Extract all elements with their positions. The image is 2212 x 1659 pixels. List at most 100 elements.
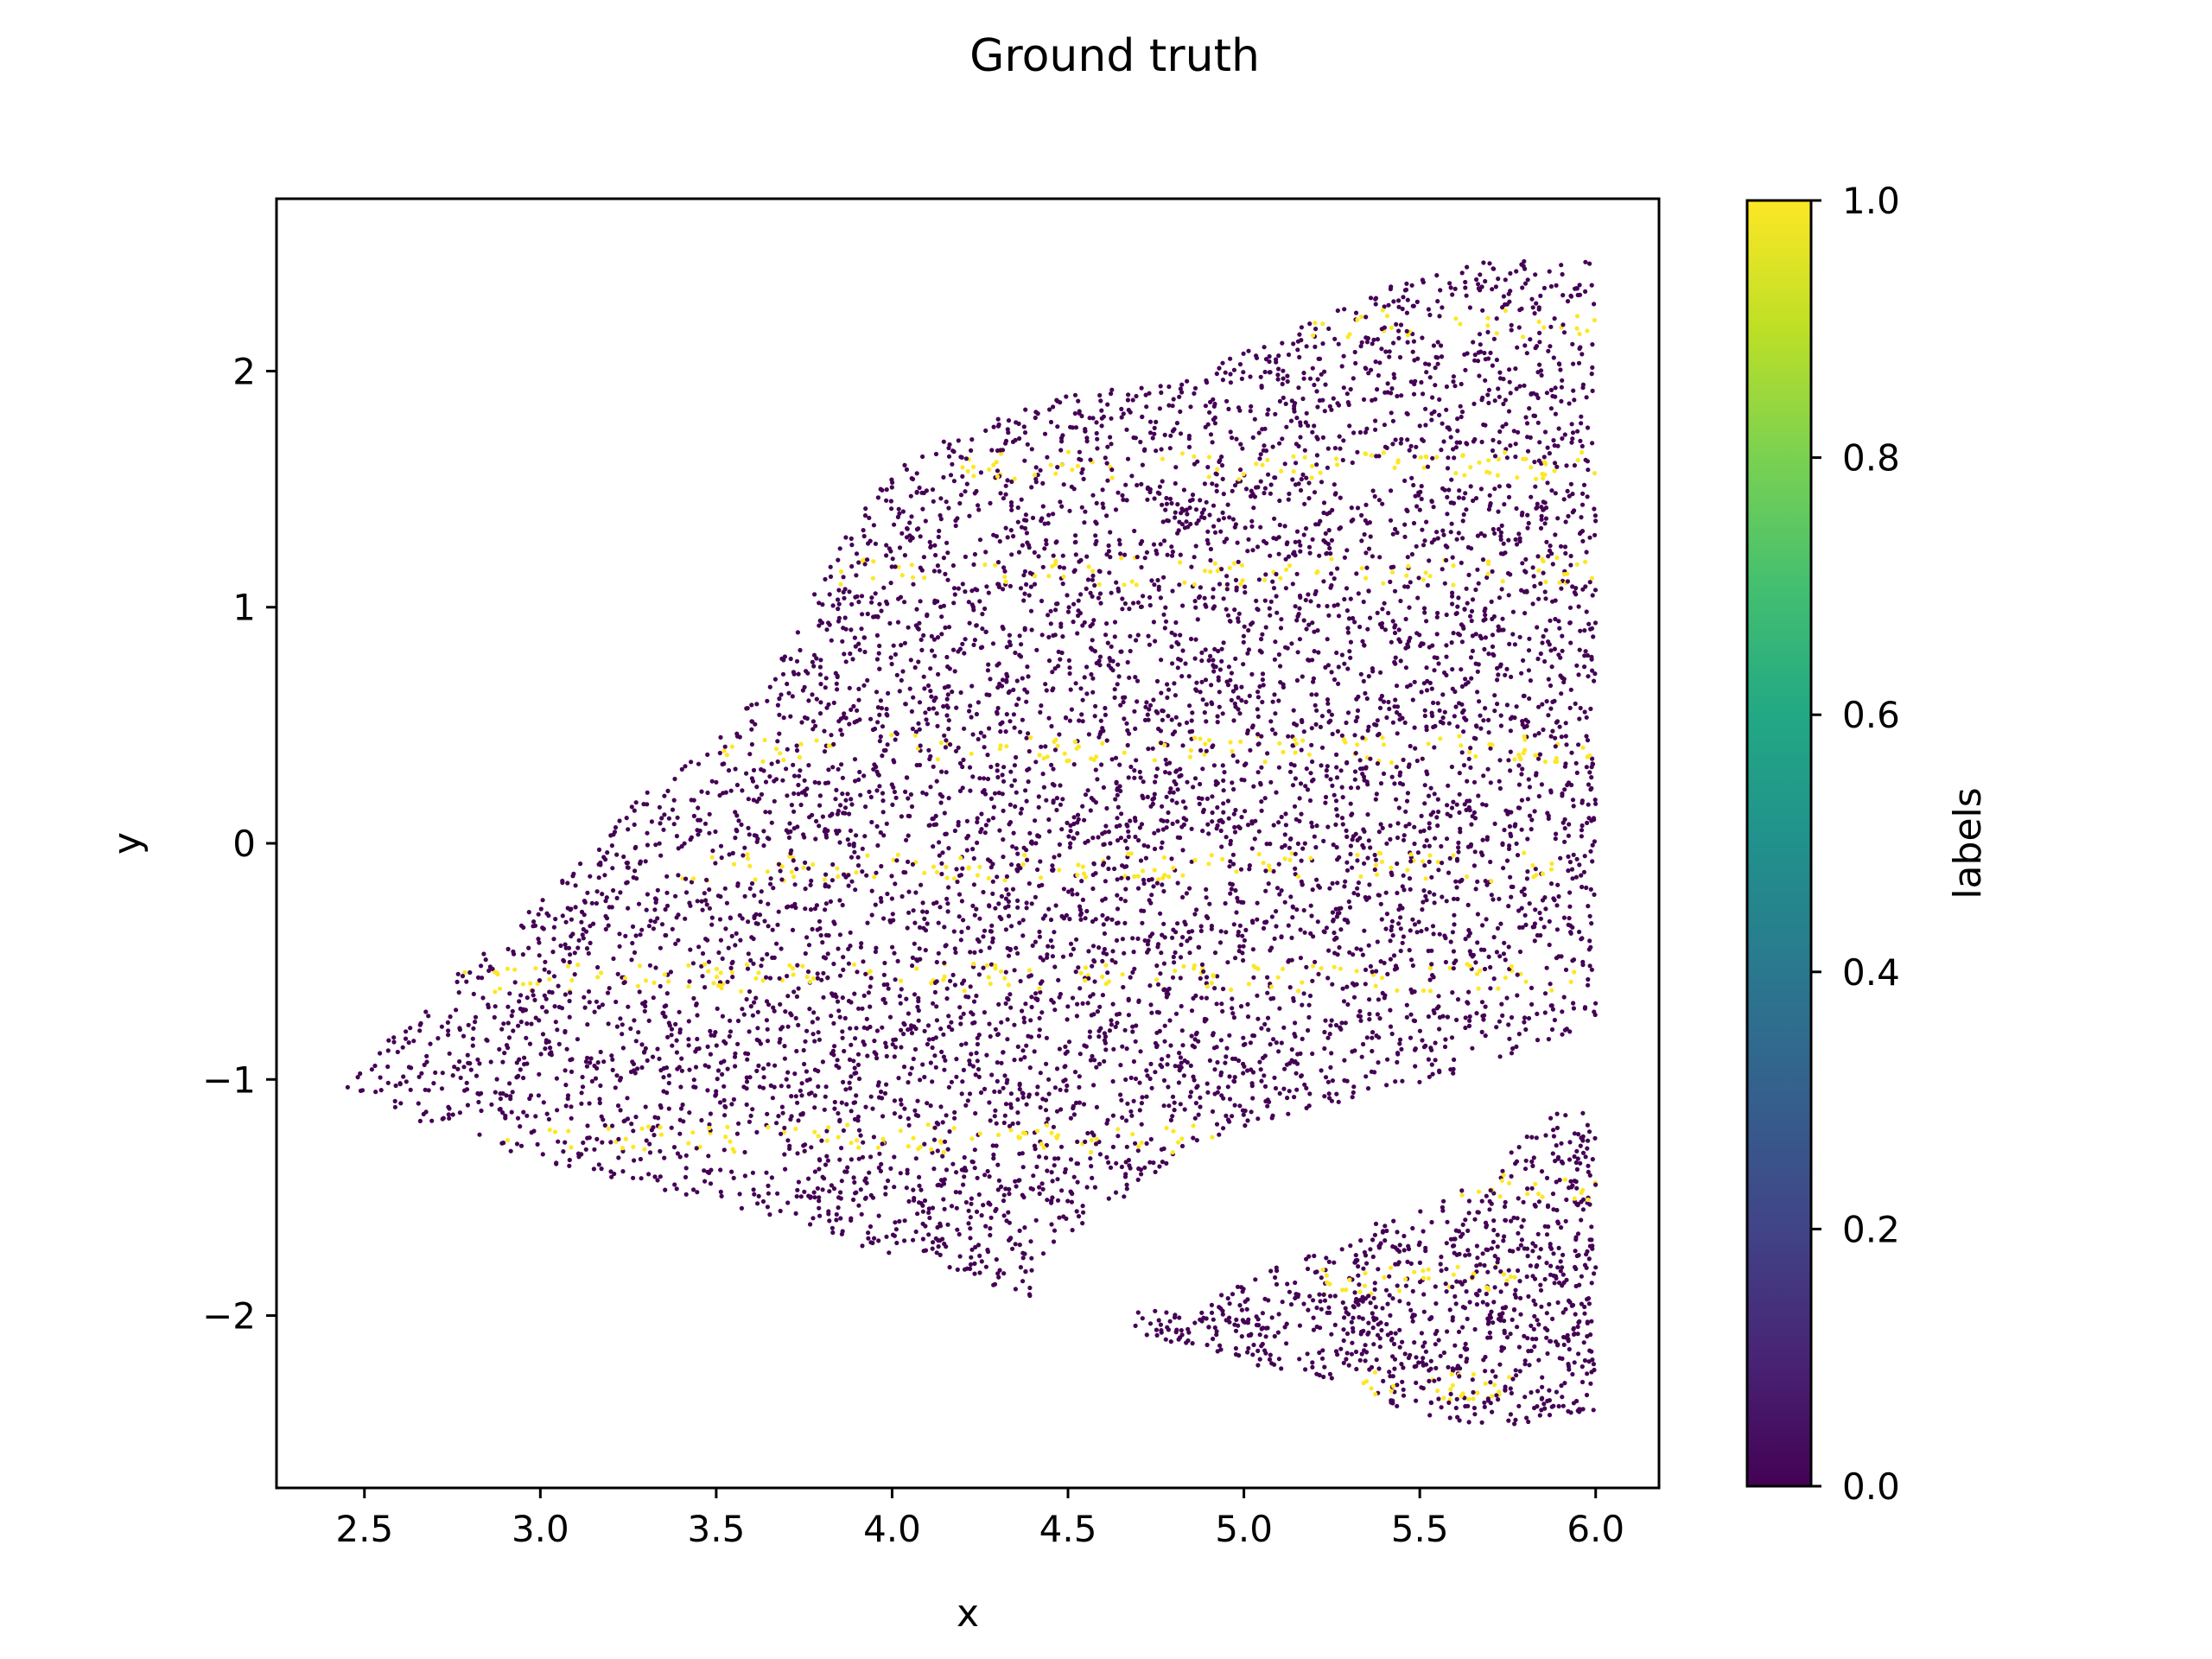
point-label-0 — [1532, 583, 1537, 589]
point-label-0 — [1556, 619, 1561, 624]
point-label-0 — [1569, 867, 1575, 872]
point-label-0 — [1357, 1008, 1363, 1014]
point-label-0 — [524, 1113, 530, 1118]
point-label-0 — [1237, 923, 1243, 928]
point-label-0 — [784, 766, 789, 772]
point-label-0 — [797, 773, 802, 779]
point-label-0 — [1380, 501, 1385, 506]
point-label-1 — [871, 559, 876, 564]
point-label-0 — [1385, 971, 1390, 976]
point-label-0 — [518, 1020, 524, 1025]
point-label-1 — [931, 864, 937, 869]
point-label-0 — [917, 762, 923, 768]
point-label-0 — [1560, 293, 1566, 298]
point-label-0 — [1401, 873, 1406, 878]
point-label-0 — [885, 742, 890, 747]
point-label-0 — [808, 907, 814, 912]
point-label-0 — [652, 919, 658, 925]
point-label-0 — [1413, 1046, 1418, 1052]
point-label-0 — [1236, 707, 1241, 712]
point-label-0 — [816, 1084, 821, 1090]
point-label-0 — [1584, 734, 1589, 739]
point-label-0 — [1575, 429, 1580, 434]
point-label-0 — [954, 867, 959, 872]
point-label-1 — [747, 863, 753, 868]
point-label-0 — [975, 819, 980, 825]
point-label-0 — [1443, 1037, 1448, 1042]
point-label-0 — [1562, 839, 1567, 844]
point-label-0 — [1388, 823, 1393, 829]
point-label-0 — [922, 916, 927, 921]
point-label-0 — [1585, 425, 1591, 430]
point-label-0 — [1473, 887, 1478, 892]
point-label-0 — [1202, 710, 1207, 715]
point-label-0 — [1084, 691, 1090, 696]
point-label-0 — [806, 698, 811, 703]
point-label-0 — [500, 1090, 505, 1096]
point-label-0 — [837, 1157, 842, 1162]
point-label-0 — [1302, 841, 1307, 846]
point-label-0 — [1385, 1057, 1390, 1062]
point-label-0 — [1510, 609, 1516, 614]
point-label-0 — [1522, 1020, 1527, 1025]
point-label-0 — [1252, 836, 1257, 842]
point-label-0 — [1586, 621, 1592, 626]
point-label-0 — [1097, 654, 1103, 659]
point-label-0 — [751, 1187, 756, 1192]
point-label-0 — [1019, 497, 1024, 502]
point-label-0 — [912, 1198, 917, 1203]
point-label-0 — [941, 439, 946, 444]
point-label-0 — [1178, 386, 1183, 391]
point-label-0 — [689, 880, 695, 885]
point-label-0 — [479, 963, 484, 969]
point-label-0 — [1318, 724, 1323, 730]
point-label-0 — [1361, 599, 1366, 605]
point-label-0 — [849, 802, 855, 807]
point-label-1 — [1135, 874, 1141, 879]
point-label-0 — [839, 1100, 844, 1105]
point-label-0 — [1567, 605, 1573, 610]
point-label-0 — [1342, 596, 1347, 602]
point-label-0 — [906, 625, 911, 630]
point-label-0 — [1570, 436, 1575, 442]
point-label-0 — [960, 582, 965, 587]
point-label-0 — [1239, 698, 1244, 703]
point-label-1 — [845, 1122, 850, 1128]
point-label-0 — [1550, 599, 1555, 604]
point-label-0 — [747, 752, 753, 757]
point-label-0 — [1205, 537, 1210, 543]
point-label-0 — [811, 1010, 817, 1015]
point-label-0 — [1490, 569, 1495, 575]
point-label-0 — [847, 721, 852, 727]
point-label-0 — [1122, 601, 1128, 607]
point-label-0 — [1166, 518, 1171, 524]
point-label-0 — [1435, 536, 1440, 541]
point-label-0 — [505, 946, 511, 951]
point-label-1 — [1028, 735, 1033, 741]
point-label-0 — [725, 1066, 730, 1071]
point-label-0 — [1009, 552, 1014, 557]
point-label-0 — [1444, 654, 1449, 659]
point-label-0 — [851, 703, 856, 709]
point-label-0 — [963, 1103, 969, 1108]
point-label-0 — [741, 853, 746, 858]
point-label-0 — [744, 996, 749, 1002]
point-label-1 — [730, 1147, 735, 1152]
point-label-0 — [1449, 764, 1454, 770]
point-label-0 — [541, 1100, 546, 1105]
point-label-0 — [884, 1053, 889, 1058]
point-label-0 — [1205, 796, 1210, 802]
point-label-0 — [1337, 911, 1342, 916]
point-label-0 — [1090, 577, 1095, 582]
point-label-0 — [1255, 1016, 1261, 1021]
point-label-0 — [1033, 841, 1039, 846]
point-label-0 — [851, 841, 856, 847]
point-label-0 — [1481, 718, 1486, 723]
point-label-0 — [762, 918, 767, 924]
point-label-0 — [1432, 745, 1437, 750]
point-label-0 — [1593, 518, 1599, 524]
point-label-0 — [1508, 749, 1513, 754]
point-label-0 — [617, 931, 622, 937]
point-label-0 — [1500, 424, 1505, 429]
point-label-0 — [1065, 1004, 1071, 1009]
